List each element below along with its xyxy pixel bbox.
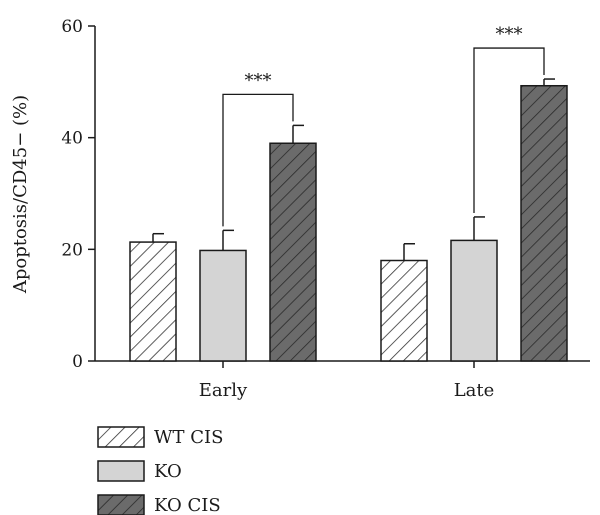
- plot-area: 0 20 40 60 Early Late *** ***: [61, 17, 590, 401]
- bar-late-ko-cis: [520, 84, 568, 362]
- bar-late-ko: [450, 239, 498, 362]
- legend: WT CIS KO KO CIS: [97, 426, 223, 515]
- legend-label-ko: KO: [154, 461, 182, 482]
- legend-label-wt-cis: WT CIS: [154, 427, 223, 448]
- bar-early-wt-cis: [129, 241, 177, 362]
- significance-label-late: ***: [496, 24, 523, 45]
- legend-swatch-wt-cis: [97, 426, 145, 448]
- y-axis-label: Apoptosis/CD45− (%): [10, 95, 31, 294]
- y-tick-label-0: 0: [72, 352, 83, 372]
- x-tick-label-late: Late: [454, 380, 495, 401]
- legend-label-ko-cis: KO CIS: [154, 495, 221, 515]
- bar-early-ko-cis: [269, 142, 317, 362]
- significance-label-early: ***: [245, 70, 272, 91]
- significance-bracket-early: [222, 93, 294, 227]
- significance-bracket-late: [473, 47, 545, 213]
- bar-early-ko: [199, 249, 247, 362]
- y-tick-label-60: 60: [61, 17, 83, 37]
- legend-swatch-ko-cis: [97, 494, 145, 515]
- x-tick-label-early: Early: [199, 380, 248, 401]
- y-tick-label-20: 20: [61, 240, 83, 260]
- bar-late-wt-cis: [380, 259, 428, 362]
- legend-swatch-ko: [97, 460, 145, 482]
- y-tick-label-40: 40: [61, 129, 83, 149]
